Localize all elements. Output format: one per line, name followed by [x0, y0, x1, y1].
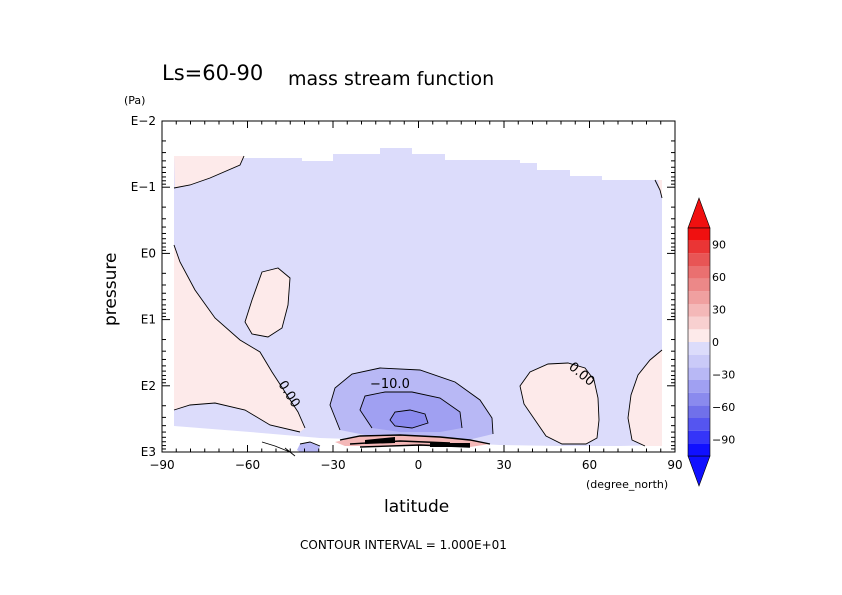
x-tick-label: −30: [320, 458, 345, 472]
colorbar-swatch: [688, 316, 710, 330]
colorbar-level-label: 60: [712, 271, 726, 284]
x-unit-label: (degree_north): [586, 478, 668, 491]
colorbar-frame: [687, 227, 711, 457]
colorbar-swatch: [688, 291, 710, 304]
colorbar-level-label: 0: [712, 336, 719, 349]
colorbar-level-label: 30: [712, 303, 726, 316]
y-tick-label: E1: [141, 313, 156, 327]
colorbar-swatch: [688, 304, 710, 317]
contour-bottom-dark-band: [365, 437, 470, 447]
colorbar-swatch: [688, 240, 710, 254]
colorbar-level-label: −60: [712, 401, 735, 414]
colorbar-swatch: [688, 367, 710, 380]
positive-region-top-left: [174, 156, 244, 188]
colorbar-swatch: [688, 418, 710, 431]
zero-contour-right-lobe: [519, 362, 600, 445]
contour-label-minus-10: −10.0: [370, 377, 410, 392]
colorbar-swatch: [688, 266, 710, 279]
colorbar-swatch: [688, 278, 710, 292]
y-unit-label: (Pa): [124, 94, 145, 107]
contour-minus-20: [359, 391, 463, 429]
colorbar-swatch: [688, 329, 710, 342]
colorbar-swatch: [688, 430, 710, 444]
zero-contour-far-right: [627, 349, 663, 447]
negative-region-30: [390, 410, 428, 428]
y-tick-label: E−1: [131, 180, 156, 194]
colorbar-level-label: 90: [712, 238, 726, 251]
colorbar-top-arrow: [687, 197, 711, 229]
colorbar-swatch: [688, 392, 710, 406]
chart-subtitle: mass stream function: [288, 68, 494, 90]
y-tick-label: E2: [141, 379, 156, 393]
positive-region-far-right: [628, 350, 662, 446]
colorbar: −90 −60 −30 0 30 60 90: [687, 197, 735, 487]
positive-region-right-lobe: [520, 363, 599, 444]
contour-minus-30: [389, 409, 429, 429]
negative-region-small-bottom: [297, 442, 320, 452]
x-axis: −90 −60 −30 0 30 60 90: [149, 121, 683, 472]
colorbar-swatch: [688, 354, 710, 368]
chart-title: Ls=60-90: [162, 61, 263, 85]
x-axis-title: latitude: [384, 497, 449, 517]
contour-interval-note: CONTOUR INTERVAL = 1.000E+01: [300, 538, 507, 552]
colorbar-swatch: [688, 253, 710, 266]
zero-contour-left: [173, 244, 306, 429]
y-tick-label: E3: [141, 445, 156, 459]
colorbar-swatch: [688, 342, 710, 355]
contour-fills: [174, 148, 662, 452]
contour-minus-10: [329, 367, 494, 435]
colorbar-swatch: [688, 405, 710, 418]
zero-contour-top-left: [173, 155, 245, 189]
colorbar-bottom-arrow: [687, 455, 711, 487]
x-tick-label: 0: [415, 458, 423, 472]
contour-lines: [173, 155, 663, 457]
y-tick-label: E−2: [131, 114, 156, 128]
x-tick-label: 90: [667, 458, 682, 472]
colorbar-swatch: [688, 443, 710, 456]
colorbar-swatch: [688, 228, 710, 241]
positive-region-island: [245, 268, 290, 337]
x-tick-label: −60: [235, 458, 260, 472]
y-axis: E−2 E−1 E0 E1 E2 E3: [131, 114, 675, 459]
x-tick-label: 30: [496, 458, 511, 472]
zero-contour-island: [244, 267, 291, 338]
colorbar-level-label: −90: [712, 434, 735, 447]
x-tick-label: −90: [149, 458, 174, 472]
zero-contour-top-right: [654, 179, 663, 199]
positive-region-left: [174, 245, 305, 432]
y-axis-title: pressure: [101, 253, 121, 326]
y-tick-label: E0: [141, 246, 156, 260]
colorbar-level-label: −30: [712, 369, 735, 382]
zero-contour-left-lower: [173, 402, 301, 433]
x-tick-label: 60: [582, 458, 597, 472]
colorbar-swatch: [688, 380, 710, 393]
